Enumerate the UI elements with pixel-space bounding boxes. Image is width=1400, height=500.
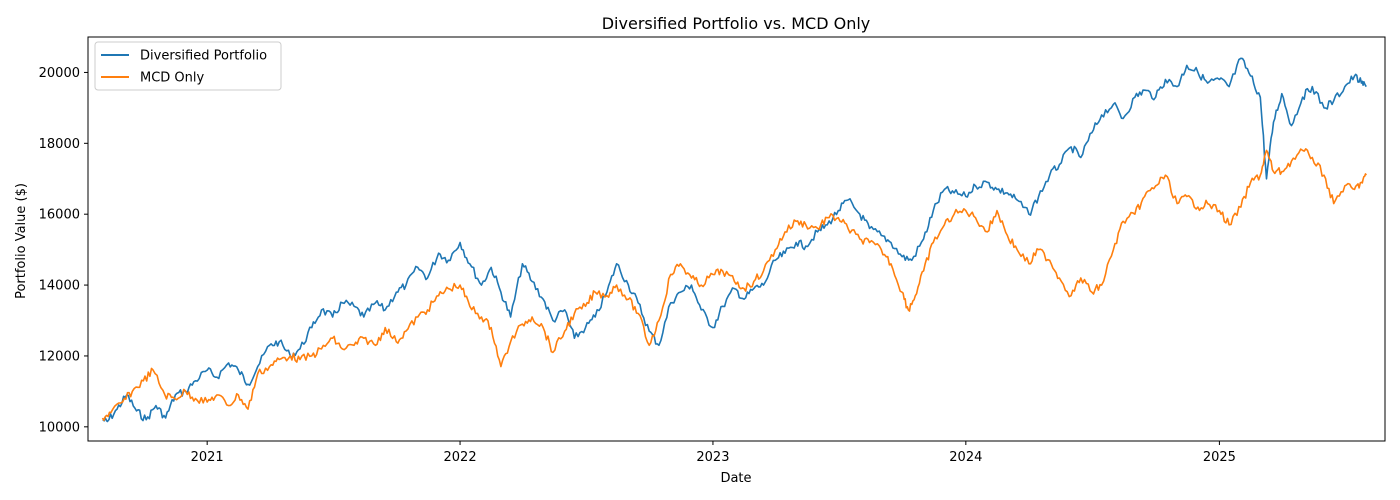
y-tick-label: 10000 [39,420,80,435]
y-tick-label: 18000 [39,137,80,152]
x-tick-label: 2024 [949,450,982,465]
x-axis-title: Date [720,471,751,486]
legend-box [94,41,282,91]
x-axis: 2021 2022 2023 2024 2025 [191,441,1236,465]
y-axis-title: Portfolio Value ($) [14,183,29,299]
y-tick-label: 16000 [39,208,80,223]
legend: Diversified Portfolio MCD Only [94,41,282,91]
series-line-diversified [102,57,1367,423]
plot-frame [87,36,1386,442]
plot-area [87,36,1386,442]
legend-label: Diversified Portfolio [140,49,267,64]
legend-label: MCD Only [140,71,205,86]
x-tick-label: 2021 [191,450,224,465]
y-tick-label: 14000 [39,279,80,294]
y-axis: 10000 12000 14000 16000 18000 20000 [39,66,88,435]
x-tick-label: 2025 [1203,450,1236,465]
x-tick-label: 2023 [696,450,729,465]
series-line-mcd [101,148,1367,422]
chart-title: Diversified Portfolio vs. MCD Only [602,14,871,33]
y-tick-label: 12000 [39,349,80,364]
x-tick-label: 2022 [444,450,477,465]
y-tick-label: 20000 [39,66,80,81]
